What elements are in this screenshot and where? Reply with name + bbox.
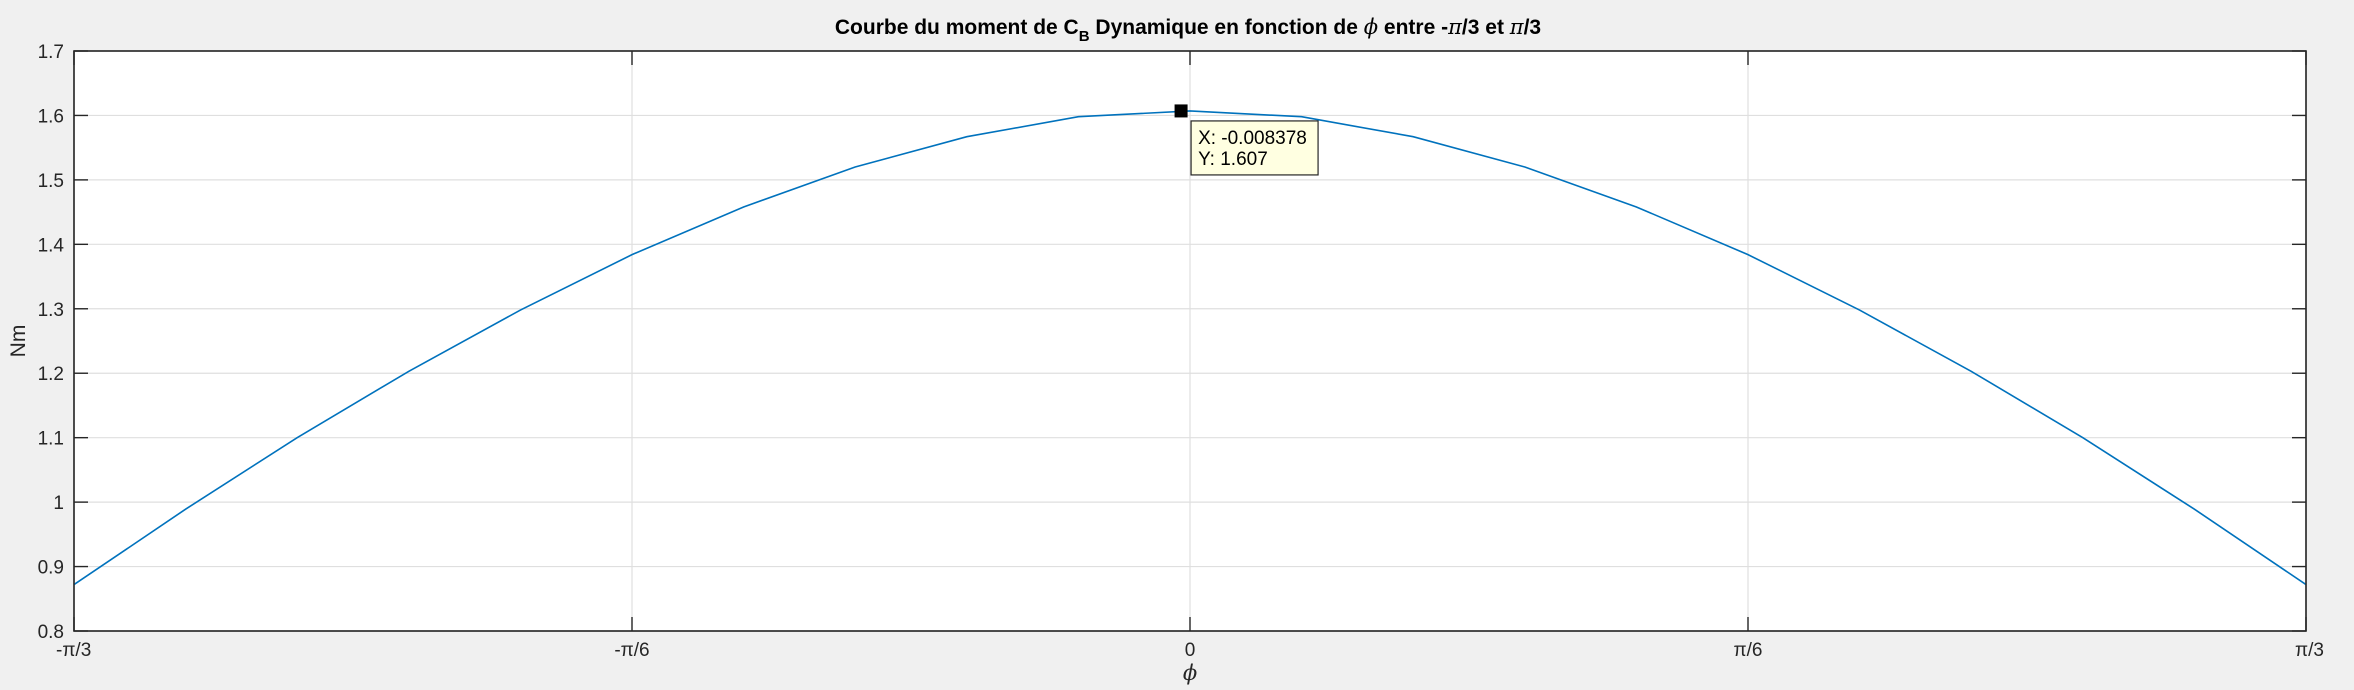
y-tick-label: 1.6 [38, 106, 64, 127]
y-tick-label: 1.4 [38, 235, 65, 256]
y-axis-label: Nm [7, 325, 30, 358]
y-tick-label: 1.2 [38, 364, 64, 385]
x-tick-label: -π/3 [56, 640, 91, 661]
series-layer [73, 110, 2307, 586]
x-tick-label: 0 [1185, 640, 1196, 661]
y-tick-label: 0.9 [38, 558, 64, 579]
x-tick-label: π/3 [2295, 640, 2324, 661]
series-line [73, 110, 2307, 586]
grid [74, 51, 2306, 631]
y-tick-label: 1 [53, 493, 64, 514]
x-axis-label: ϕ [1183, 661, 1197, 685]
y-tick-label: 0.8 [38, 622, 64, 643]
axis-ticks: 0.8 0.9 1 1.1 1.2 1.3 1.4 1.5 1.6 1.7 -π/3 -π/6 0 π/6… [38, 42, 2324, 661]
x-tick-label: -π/6 [614, 640, 649, 661]
datatip-y-text: Y: 1.607 [1198, 149, 1268, 170]
datatip-marker[interactable] [1174, 104, 1188, 118]
y-tick-label: 1.1 [38, 429, 64, 450]
chart-title: Courbe du moment de CB Dynamique en fonc… [835, 15, 1541, 45]
y-tick-label: 1.7 [38, 42, 64, 63]
datatip-box [1190, 120, 1319, 176]
y-tick-label: 1.3 [38, 300, 64, 321]
x-tick-label: π/6 [1734, 640, 1763, 661]
plot-area-border [73, 50, 2307, 632]
datatip-x-text: X: -0.008378 [1198, 128, 1307, 149]
y-tick-label: 1.5 [38, 171, 64, 192]
